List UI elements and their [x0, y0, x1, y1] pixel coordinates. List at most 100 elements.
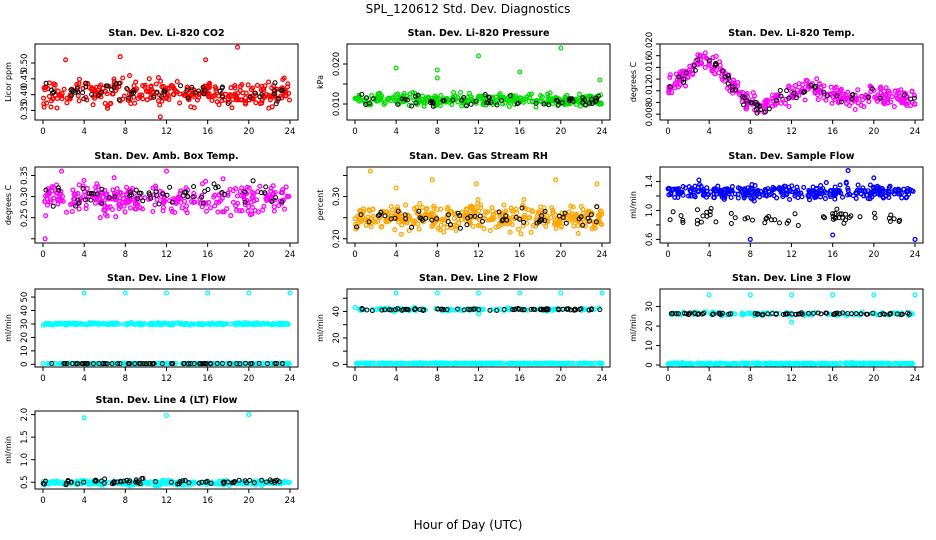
data-point: [840, 310, 846, 316]
data-point: [597, 360, 604, 367]
data-point: [225, 93, 231, 99]
data-point: [765, 311, 771, 317]
data-point: [66, 321, 72, 327]
y-tick-label: 0: [645, 362, 655, 367]
data-point: [363, 102, 369, 107]
data-point: [363, 222, 369, 228]
y-tick-label: 0: [332, 362, 342, 367]
data-point: [99, 481, 105, 487]
data-point: [743, 190, 749, 196]
data-point: [52, 82, 58, 88]
data-point: [248, 87, 254, 93]
data-point: [83, 478, 89, 484]
data-point: [885, 191, 892, 197]
data-point: [227, 361, 232, 366]
x-tick-label: 12: [786, 374, 797, 384]
data-point: [750, 90, 756, 96]
data-point: [250, 204, 256, 211]
data-point: [674, 187, 680, 193]
data-point: [248, 321, 254, 327]
data-point: [185, 194, 191, 200]
data-point: [891, 216, 897, 222]
data-point: [470, 306, 476, 312]
data-point: [810, 361, 816, 367]
x-tick-label: 20: [868, 374, 879, 384]
data-point: [281, 480, 287, 486]
data-point: [525, 361, 531, 367]
data-point: [370, 213, 376, 219]
data-point: [146, 361, 152, 367]
data-point: [89, 92, 95, 97]
data-point: [239, 208, 245, 214]
series-ref_series-2: [354, 204, 600, 231]
data-point: [198, 321, 204, 327]
data-point: [802, 97, 808, 103]
data-point: [591, 307, 597, 313]
data-point: [575, 360, 581, 367]
data-point: [156, 201, 162, 207]
data-point: [680, 220, 686, 225]
data-point: [461, 95, 467, 100]
series-cyan-1: [40, 412, 293, 489]
data-point: [519, 307, 525, 313]
data-point: [131, 90, 137, 96]
data-point: [822, 196, 828, 202]
data-point: [555, 221, 561, 227]
data-point: [815, 310, 821, 316]
data-point: [256, 361, 262, 366]
data-point: [362, 360, 368, 366]
y-axis-label: degrees C: [629, 61, 638, 102]
data-point: [668, 360, 674, 366]
data-point: [762, 103, 768, 109]
data-point: [63, 57, 69, 63]
data-point: [486, 95, 492, 101]
data-point: [79, 480, 85, 486]
data-point: [285, 84, 291, 90]
data-point: [865, 94, 871, 100]
data-point: [245, 208, 251, 214]
data-point: [586, 218, 592, 224]
data-point: [908, 361, 914, 367]
x-axis: 0 4 8 12 16 20 24: [352, 120, 607, 137]
data-point: [546, 102, 552, 108]
data-point: [743, 106, 749, 112]
data-point: [104, 195, 110, 201]
data-point: [596, 215, 602, 221]
data-point: [152, 202, 158, 208]
data-point: [117, 54, 123, 60]
data-point: [847, 215, 852, 220]
data-point: [778, 93, 784, 99]
series-cyan-1: [352, 290, 605, 367]
y-tick-label: 0.35: [20, 101, 30, 120]
data-point: [100, 321, 106, 327]
data-point: [692, 67, 698, 73]
data-point: [92, 200, 99, 206]
data-point: [481, 226, 487, 232]
data-point: [157, 102, 163, 108]
data-point: [133, 479, 139, 485]
data-point: [81, 96, 87, 102]
data-point: [242, 189, 248, 195]
data-point: [128, 319, 134, 325]
data-point: [744, 98, 750, 104]
data-point: [182, 189, 187, 195]
data-point: [267, 97, 273, 103]
data-point: [226, 99, 232, 105]
data-point: [433, 95, 439, 101]
data-point: [817, 194, 824, 200]
data-point: [254, 197, 260, 203]
data-point: [287, 290, 293, 296]
data-point: [837, 182, 843, 188]
data-point: [725, 361, 731, 367]
data-point: [106, 195, 112, 200]
data-point: [562, 94, 568, 100]
data-point: [547, 360, 553, 366]
data-point: [574, 97, 580, 103]
data-point: [154, 197, 160, 203]
data-point: [877, 360, 883, 366]
y-tick-label: 0.40: [20, 85, 30, 104]
data-point: [513, 306, 519, 312]
